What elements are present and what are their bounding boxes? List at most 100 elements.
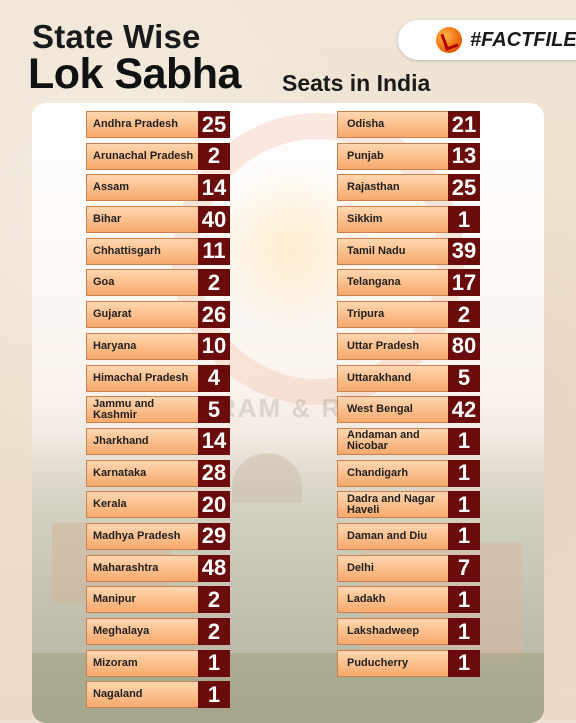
seat-count: 2 xyxy=(198,142,230,170)
state-row: Telangana 17 xyxy=(337,269,480,297)
state-name: Jammu and Kashmir xyxy=(86,396,198,424)
seat-count: 42 xyxy=(448,396,480,424)
state-name: Puducherry xyxy=(337,649,448,677)
state-name: Himachal Pradesh xyxy=(86,364,198,392)
state-row: Madhya Pradesh 29 xyxy=(86,522,230,550)
seat-count: 1 xyxy=(448,427,480,455)
state-row: Chhattisgarh 11 xyxy=(86,237,230,265)
state-name: Goa xyxy=(86,269,198,297)
watermark-text: RAM & R xyxy=(217,393,343,423)
state-name: Meghalaya xyxy=(86,618,198,645)
state-row: Puducherry 1 xyxy=(337,649,480,677)
seat-count: 13 xyxy=(448,142,480,170)
seat-count: 26 xyxy=(198,301,230,329)
state-name: Assam xyxy=(86,174,198,202)
title-line-2: Lok Sabha xyxy=(28,50,241,98)
state-row: Uttar Pradesh 80 xyxy=(337,332,480,360)
seat-count: 48 xyxy=(198,554,230,582)
state-name: Tripura xyxy=(337,301,448,329)
seat-count: 1 xyxy=(448,586,480,614)
state-row: Tripura 2 xyxy=(337,301,480,329)
state-name: Telangana xyxy=(337,269,448,297)
seat-count: 17 xyxy=(448,269,480,297)
state-row: Uttarakhand 5 xyxy=(337,364,480,392)
factfile-label: #FACTFILE xyxy=(470,28,576,51)
title-line-1: State Wise xyxy=(32,18,201,55)
state-row: Rajasthan 25 xyxy=(337,174,480,202)
state-row: Jammu and Kashmir 5 xyxy=(86,396,230,424)
state-row: Bihar 40 xyxy=(86,206,230,234)
state-row: Manipur 2 xyxy=(86,586,230,614)
state-name: Nagaland xyxy=(86,681,198,709)
state-row: Sikkim 1 xyxy=(337,206,480,234)
dome-shape xyxy=(232,453,302,503)
state-row: Gujarat 26 xyxy=(86,301,230,329)
state-name: Daman and Diu xyxy=(337,522,448,550)
seat-count: 2 xyxy=(448,301,480,329)
state-name: Sikkim xyxy=(337,206,448,234)
state-name: Arunachal Pradesh xyxy=(86,142,198,170)
seat-count: 1 xyxy=(448,206,480,234)
seat-count: 25 xyxy=(448,174,480,202)
states-column-right: Odisha 21 Punjab 13 Rajasthan 25 Sikkim 1 Tamil … xyxy=(337,111,480,681)
state-name: Uttar Pradesh xyxy=(337,332,448,360)
state-name: Punjab xyxy=(337,142,448,170)
states-column-left: Andhra Pradesh 25 Arunachal Pradesh 2 Assam 1… xyxy=(86,111,230,713)
sun-check-logo-icon xyxy=(436,27,462,53)
state-name: Delhi xyxy=(337,554,448,582)
state-row: Chandigarh 1 xyxy=(337,459,480,487)
seat-count: 14 xyxy=(198,427,230,455)
state-row: Himachal Pradesh 4 xyxy=(86,364,230,392)
state-name: Chhattisgarh xyxy=(86,237,198,265)
state-name: Chandigarh xyxy=(337,459,448,487)
state-row: Karnataka 28 xyxy=(86,459,230,487)
seat-count: 1 xyxy=(448,459,480,487)
state-row: Assam 14 xyxy=(86,174,230,202)
seat-count: 25 xyxy=(198,111,230,138)
state-name: Odisha xyxy=(337,111,448,138)
state-row: Mizoram 1 xyxy=(86,649,230,677)
state-name: Manipur xyxy=(86,586,198,614)
seat-count: 29 xyxy=(198,522,230,550)
seat-count: 7 xyxy=(448,554,480,582)
state-row: Maharashtra 48 xyxy=(86,554,230,582)
state-name: Uttarakhand xyxy=(337,364,448,392)
seat-count: 20 xyxy=(198,491,230,519)
state-row: Tamil Nadu 39 xyxy=(337,237,480,265)
state-row: Lakshadweep 1 xyxy=(337,618,480,645)
state-name: Gujarat xyxy=(86,301,198,329)
state-name: Dadra and Nagar Haveli xyxy=(337,491,448,519)
state-row: Odisha 21 xyxy=(337,111,480,138)
seat-count: 5 xyxy=(448,364,480,392)
state-row: Meghalaya 2 xyxy=(86,618,230,645)
factfile-badge: #FACTFILE xyxy=(398,20,576,60)
state-row: Andaman and Nicobar 1 xyxy=(337,427,480,455)
state-name: Tamil Nadu xyxy=(337,237,448,265)
seat-count: 39 xyxy=(448,237,480,265)
state-name: Madhya Pradesh xyxy=(86,522,198,550)
title-line-3: Seats in India xyxy=(282,70,431,96)
seat-count: 1 xyxy=(448,649,480,677)
state-name: Bihar xyxy=(86,206,198,234)
seat-count: 40 xyxy=(198,206,230,234)
state-name: Karnataka xyxy=(86,459,198,487)
state-row: Delhi 7 xyxy=(337,554,480,582)
seat-count: 21 xyxy=(448,111,480,138)
seat-count: 2 xyxy=(198,618,230,645)
state-name: West Bengal xyxy=(337,396,448,424)
seat-count: 2 xyxy=(198,586,230,614)
state-name: Andhra Pradesh xyxy=(86,111,198,138)
state-row: Dadra and Nagar Haveli 1 xyxy=(337,491,480,519)
state-name: Maharashtra xyxy=(86,554,198,582)
state-name: Ladakh xyxy=(337,586,448,614)
state-row: Daman and Diu 1 xyxy=(337,522,480,550)
state-row: Nagaland 1 xyxy=(86,681,230,709)
state-row: Arunachal Pradesh 2 xyxy=(86,142,230,170)
state-row: Punjab 13 xyxy=(337,142,480,170)
state-name: Rajasthan xyxy=(337,174,448,202)
seat-count: 1 xyxy=(198,681,230,709)
state-row: Ladakh 1 xyxy=(337,586,480,614)
seat-count: 28 xyxy=(198,459,230,487)
seat-count: 2 xyxy=(198,269,230,297)
seat-count: 1 xyxy=(198,649,230,677)
